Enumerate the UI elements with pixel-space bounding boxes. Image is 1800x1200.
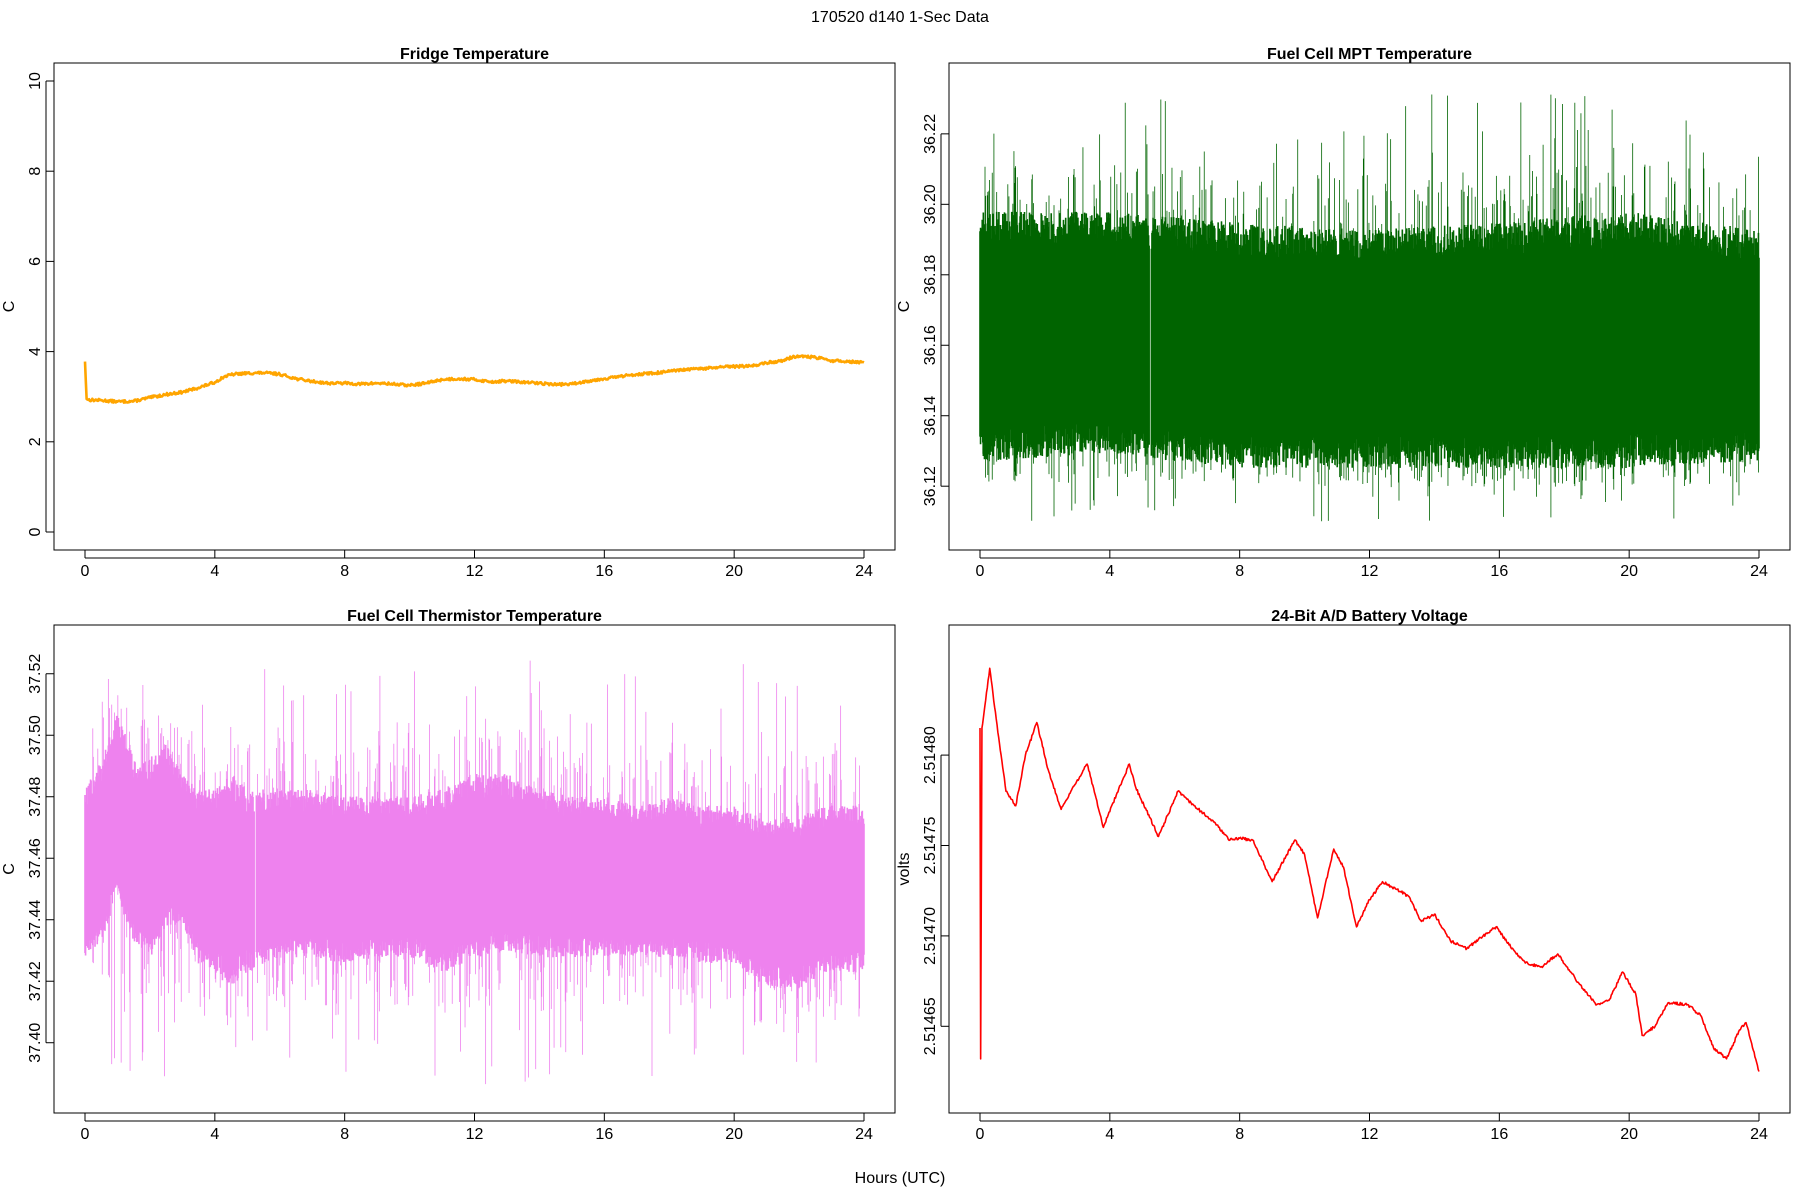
y-tick-label: 37.44 [27, 900, 44, 940]
x-tick-label: 4 [1105, 1126, 1114, 1143]
y-tick-label: 36.16 [922, 325, 939, 365]
series-band [979, 211, 1760, 469]
x-tick-label: 24 [1750, 1126, 1768, 1143]
y-tick-label: 37.48 [27, 777, 44, 817]
y-tick-label: 36.12 [922, 466, 939, 506]
y-tick-label: 36.20 [922, 184, 939, 224]
chart-title: Fridge Temperature [400, 46, 549, 63]
y-tick-label: 4 [27, 347, 44, 356]
x-tick-label: 24 [1750, 563, 1768, 580]
y-tick-label: 8 [27, 167, 44, 176]
shared-x-axis-label: Hours (UTC) [855, 1170, 946, 1187]
x-tick-label: 12 [1361, 1126, 1379, 1143]
chart-panel-3: Fuel Cell Thermistor Temperature C 0 4 8 12 16… [1, 608, 896, 1143]
y-tick-label: 0 [27, 527, 44, 536]
x-tick-label: 20 [725, 563, 743, 580]
series-band [84, 715, 865, 989]
x-tick-label: 16 [1490, 563, 1508, 580]
x-tick-label: 4 [210, 563, 219, 580]
chart-title: Fuel Cell Thermistor Temperature [347, 608, 602, 625]
x-tick-label: 12 [466, 563, 484, 580]
data-series [979, 667, 1760, 1072]
x-tick-label: 20 [1620, 563, 1638, 580]
x-tick-label: 20 [1620, 1126, 1638, 1143]
x-tick-label: 0 [81, 563, 90, 580]
x-tick-label: 24 [855, 1126, 873, 1143]
y-axis-label: volts [896, 853, 913, 886]
x-tick-label: 8 [1235, 1126, 1244, 1143]
x-tick-label: 16 [595, 563, 613, 580]
x-tick-label: 4 [210, 1126, 219, 1143]
chart-panel-2: Fuel Cell MPT Temperature C 0 4 8 12 16 20 24 36.… [896, 46, 1791, 580]
y-tick-label: 2.51475 [922, 816, 939, 874]
y-tick-label: 6 [27, 257, 44, 266]
x-tick-label: 4 [1105, 563, 1114, 580]
x-tick-label: 24 [855, 563, 873, 580]
chart-panel-4: 24-Bit A/D Battery Voltage volts 0 4 8 12 16 20… [896, 608, 1791, 1143]
chart-title: Fuel Cell MPT Temperature [1267, 46, 1472, 63]
x-tick-label: 12 [466, 1126, 484, 1143]
series-line [979, 667, 1760, 1072]
y-tick-label: 2.51480 [922, 726, 939, 784]
chart-title: 24-Bit A/D Battery Voltage [1271, 608, 1468, 625]
y-tick-label: 37.46 [27, 838, 44, 878]
x-tick-label: 0 [976, 563, 985, 580]
y-tick-label: 2.51465 [922, 997, 939, 1055]
plot-frame [53, 62, 896, 551]
data-series [84, 660, 865, 1085]
y-tick-label: 36.18 [922, 255, 939, 295]
y-tick-label: 10 [27, 72, 44, 90]
series-line [83, 354, 865, 404]
x-tick-label: 8 [340, 563, 349, 580]
x-tick-label: 8 [1235, 563, 1244, 580]
x-tick-label: 0 [976, 1126, 985, 1143]
x-tick-label: 12 [1361, 563, 1379, 580]
y-tick-label: 36.22 [922, 114, 939, 154]
plot-frame [948, 624, 1791, 1114]
y-tick-label: 37.42 [27, 961, 44, 1001]
y-tick-label: 37.40 [27, 1023, 44, 1063]
data-series [979, 94, 1760, 522]
x-tick-label: 0 [81, 1126, 90, 1143]
data-series [83, 354, 865, 404]
y-tick-label: 37.50 [27, 715, 44, 755]
x-tick-label: 20 [725, 1126, 743, 1143]
y-tick-label: 2.51470 [922, 907, 939, 965]
x-tick-label: 16 [595, 1126, 613, 1143]
y-tick-label: 2 [27, 437, 44, 446]
x-tick-label: 16 [1490, 1126, 1508, 1143]
y-tick-label: 36.14 [922, 396, 939, 436]
x-tick-label: 8 [340, 1126, 349, 1143]
y-tick-label: 37.52 [27, 654, 44, 694]
y-axis-label: C [1, 301, 18, 313]
y-axis-label: C [1, 863, 18, 875]
y-axis-label: C [896, 301, 913, 313]
figure-title: 170520 d140 1-Sec Data [811, 9, 989, 26]
